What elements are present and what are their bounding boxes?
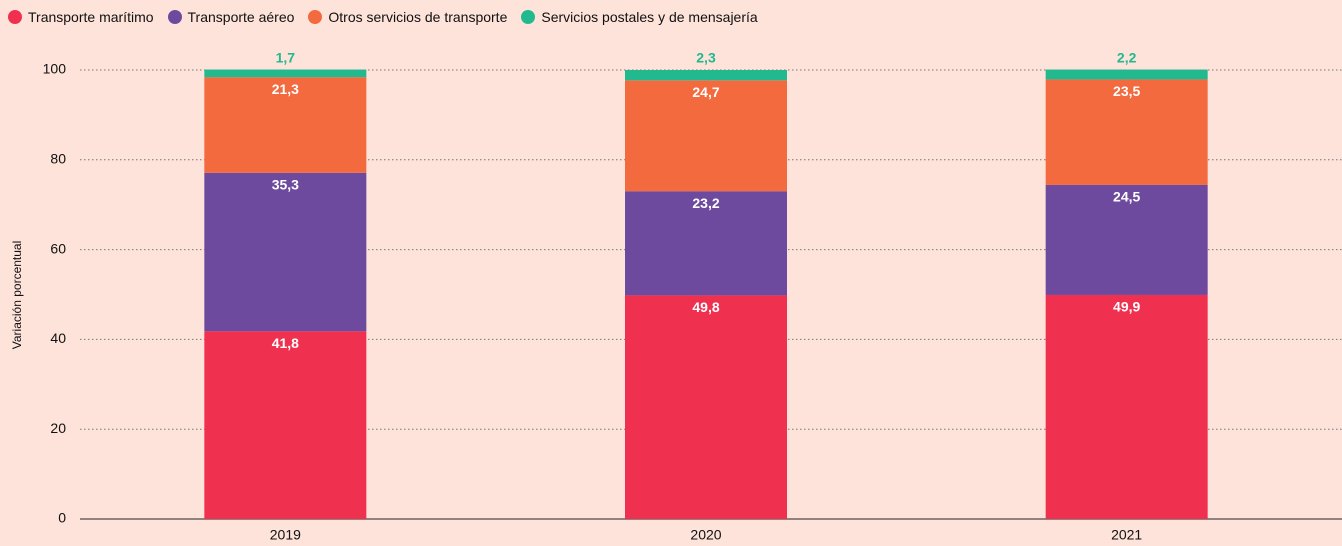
data-label: 24,7 [692, 84, 719, 100]
legend-swatch [8, 10, 22, 24]
bar-segment [204, 77, 367, 173]
y-tick-label: 80 [50, 151, 66, 167]
y-tick-label: 100 [43, 61, 67, 77]
data-label: 41,8 [272, 335, 299, 351]
data-label: 23,2 [692, 195, 719, 211]
bar-segment [625, 191, 787, 296]
y-tick-label: 60 [50, 240, 66, 256]
y-tick-label: 40 [50, 330, 66, 346]
x-tick-label: 2019 [270, 527, 301, 543]
legend-swatch [521, 10, 536, 24]
data-label: 24,5 [1113, 189, 1140, 205]
data-label: 21,3 [272, 81, 299, 97]
bar-segment [1045, 184, 1208, 295]
data-label: 1,7 [276, 49, 296, 65]
data-label: 49,9 [1113, 299, 1140, 315]
bar-segment [1045, 79, 1208, 185]
data-label: 49,8 [692, 299, 719, 315]
x-tick-label: 2021 [1111, 527, 1142, 543]
legend-swatch [308, 10, 323, 24]
legend-item: Servicios postales y de mensajería [521, 9, 758, 25]
bar-segment [204, 172, 367, 332]
legend-label: Transporte marítimo [28, 9, 154, 25]
data-label: 2,2 [1117, 49, 1137, 65]
bar-segment [204, 331, 367, 519]
legend-item: Otros servicios de transporte [308, 9, 507, 25]
bar-segment [1045, 294, 1208, 519]
bar-segment [625, 80, 787, 192]
y-tick-label: 0 [58, 510, 66, 526]
bar-segment [1045, 69, 1208, 80]
data-label: 23,5 [1113, 83, 1140, 99]
legend-swatch [167, 10, 182, 24]
legend-label: Otros servicios de transporte [328, 9, 508, 25]
legend-item: Transporte aéreo [167, 9, 295, 25]
y-axis-label: Variación porcentual [10, 241, 24, 350]
legend-label: Transporte aéreo [187, 9, 295, 25]
data-label: 35,3 [272, 177, 299, 193]
bar-segment [204, 69, 367, 78]
legend-item: Transporte marítimo [8, 9, 154, 25]
bar-segment [625, 70, 787, 81]
data-label: 2,3 [696, 50, 716, 66]
legend: Transporte marítimo Transporte aéreo Otros… [8, 9, 758, 25]
y-tick-label: 20 [50, 420, 66, 436]
x-tick-label: 2020 [690, 527, 721, 543]
legend-label: Servicios postales y de mensajería [541, 9, 758, 25]
bar-segment [625, 295, 787, 519]
